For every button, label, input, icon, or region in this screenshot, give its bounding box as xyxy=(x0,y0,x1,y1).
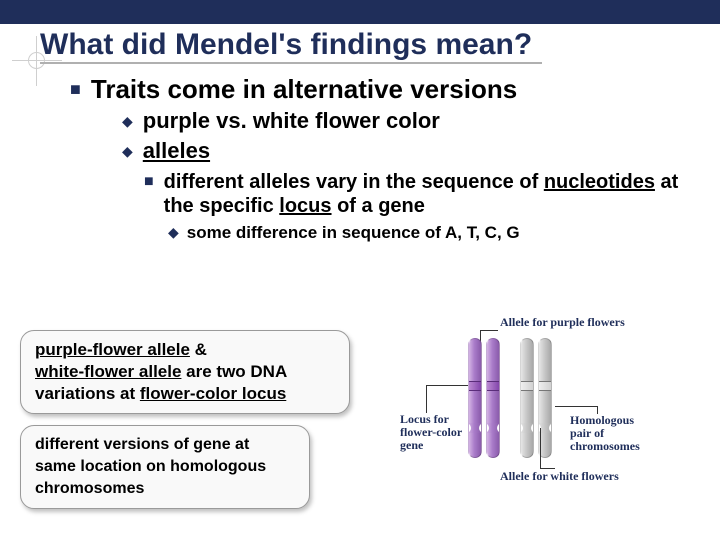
chromatid-purple xyxy=(468,338,482,458)
text-fragment: flower-color locus xyxy=(140,384,286,403)
homologous-right xyxy=(520,338,552,458)
text-fragment: are two DNA xyxy=(181,362,287,381)
text-fragment: white-flower allele xyxy=(35,362,181,381)
homologous-left xyxy=(468,338,500,458)
text-fragment: gene xyxy=(400,439,462,452)
bullet-level3: ■ different alleles vary in the sequence… xyxy=(144,170,700,218)
callout-line: white-flower allele are two DNA xyxy=(35,361,335,383)
chromatid-purple xyxy=(486,338,500,458)
callout-line: purple-flower allele & xyxy=(35,339,335,361)
diamond-bullet-icon: ◆ xyxy=(122,138,133,164)
text-fragment: variations at xyxy=(35,384,140,403)
locus-band xyxy=(468,381,482,391)
square-bullet-icon: ■ xyxy=(70,74,81,104)
centromere xyxy=(468,423,482,433)
slide-content: What did Mendel's findings mean? ■ Trait… xyxy=(40,28,700,243)
callout-line: chromosomes xyxy=(35,478,295,500)
dot-bullet-icon: ◆ xyxy=(168,222,179,243)
chromatid-white xyxy=(520,338,534,458)
bullet-level4: ◆ some difference in sequence of A, T, C… xyxy=(168,222,700,243)
diamond-bullet-icon: ◆ xyxy=(122,108,133,134)
leader-line xyxy=(555,406,597,407)
text-fragment: locus xyxy=(279,195,331,217)
centromere xyxy=(520,423,534,433)
top-bar xyxy=(0,0,720,24)
locus-band xyxy=(520,381,534,391)
callout-box-2: different versions of gene at same locat… xyxy=(20,425,310,509)
square-bullet-icon: ■ xyxy=(144,170,154,194)
bullet-l4-text: some difference in sequence of A, T, C, … xyxy=(187,222,520,243)
diagram-label-locus: Locus for flower-color gene xyxy=(400,413,462,452)
locus-band xyxy=(486,381,500,391)
diagram-label-homologous: Homologous pair of chromosomes xyxy=(570,414,640,453)
text-fragment: chromosomes xyxy=(570,440,640,453)
bullet-level2: ◆ purple vs. white flower color xyxy=(122,108,700,134)
bullet-level1: ■ Traits come in alternative versions xyxy=(70,74,700,104)
bullet-l2b-text: alleles xyxy=(143,138,210,164)
bullet-level2: ◆ alleles xyxy=(122,138,700,164)
text-fragment: of a gene xyxy=(332,195,425,217)
text-fragment: nucleotides xyxy=(544,171,655,193)
diagram-label-bottom: Allele for white flowers xyxy=(500,470,619,483)
callout-line: different versions of gene at xyxy=(35,434,295,456)
chromosome-diagram: Allele for purple flowers Locus for flow… xyxy=(370,318,705,483)
callout-line: same location on homologous xyxy=(35,456,295,478)
bullet-l1-text: Traits come in alternative versions xyxy=(91,74,517,104)
bullet-l3-text: different alleles vary in the sequence o… xyxy=(164,170,700,218)
diagram-label-top: Allele for purple flowers xyxy=(500,316,625,329)
text-fragment: different alleles vary in the sequence o… xyxy=(164,171,544,193)
leader-line xyxy=(540,428,541,468)
callout-line: variations at flower-color locus xyxy=(35,383,335,405)
centromere xyxy=(486,423,500,433)
text-fragment: & xyxy=(190,340,207,359)
leader-line xyxy=(480,330,498,331)
leader-line xyxy=(426,385,468,386)
bullet-l2a-text: purple vs. white flower color xyxy=(143,108,440,134)
leader-line xyxy=(426,385,427,413)
slide-title: What did Mendel's findings mean? xyxy=(40,28,542,64)
callout-box-1: purple-flower allele & white-flower alle… xyxy=(20,330,350,414)
locus-band xyxy=(538,381,552,391)
text-fragment: purple-flower allele xyxy=(35,340,190,359)
